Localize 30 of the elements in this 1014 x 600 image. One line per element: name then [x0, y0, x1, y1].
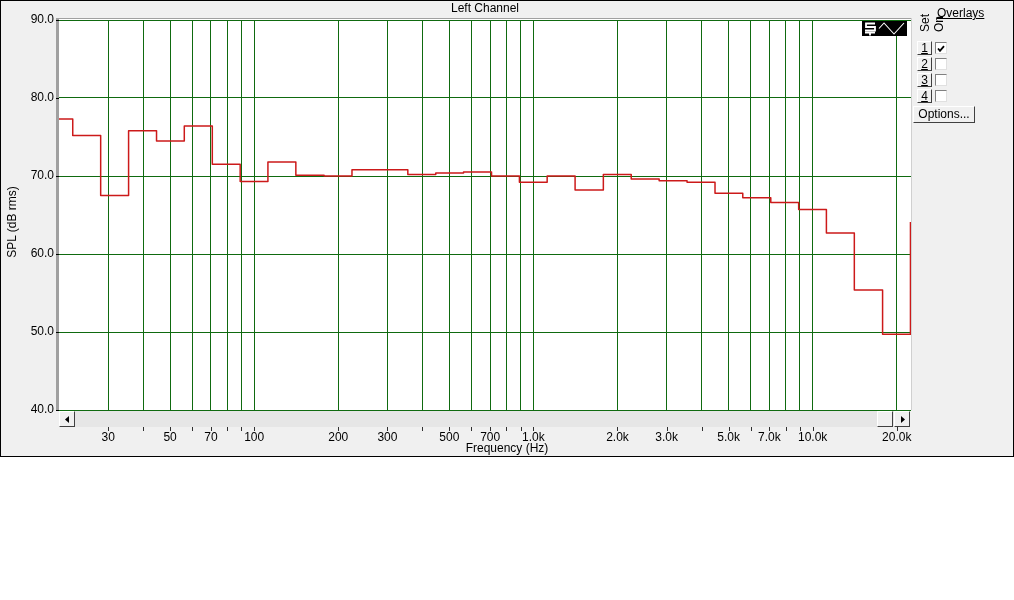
set-button: 1	[917, 41, 932, 55]
x-tick-label: 5.0k	[717, 429, 741, 444]
y-tick-label: 70.0	[30, 168, 55, 183]
y-tick-label: 90.0	[30, 12, 55, 27]
x-tick-label: 700	[480, 429, 501, 444]
text: Set	[918, 13, 932, 32]
x-tick-label: 20.0k	[882, 429, 913, 444]
x-tick-label: 10.0k	[797, 429, 829, 444]
x-tick-label: 200	[328, 429, 349, 444]
x-tick-label: 2.0k	[606, 429, 630, 444]
y-axis-title: SPL (dB rms)	[5, 186, 20, 258]
set-button: 2	[917, 57, 932, 71]
y-tick-label: 60.0	[30, 246, 55, 261]
x-tick-label: 50	[163, 429, 178, 444]
x-tick-label: 30	[101, 429, 116, 444]
set-button: 4	[917, 89, 932, 103]
y-tick-label: 80.0	[30, 90, 55, 105]
x-tick-label: 300	[377, 429, 398, 444]
x-tick-label: 100	[244, 429, 265, 444]
chart-title: Left Channel	[450, 1, 520, 16]
x-tick-label: 7.0k	[758, 429, 782, 444]
set-button: 3	[917, 73, 932, 87]
x-tick-label: 3.0k	[655, 429, 679, 444]
y-tick-label: 50.0	[30, 324, 55, 339]
x-tick-label: 70	[204, 429, 218, 444]
y-tick-label: 40.0	[30, 402, 55, 417]
x-axis-title: Frequency (Hz)	[465, 441, 549, 456]
x-tick-label: 1.0k	[522, 429, 546, 444]
options-button: Options...	[913, 106, 975, 123]
x-tick-label: 500	[439, 429, 460, 444]
